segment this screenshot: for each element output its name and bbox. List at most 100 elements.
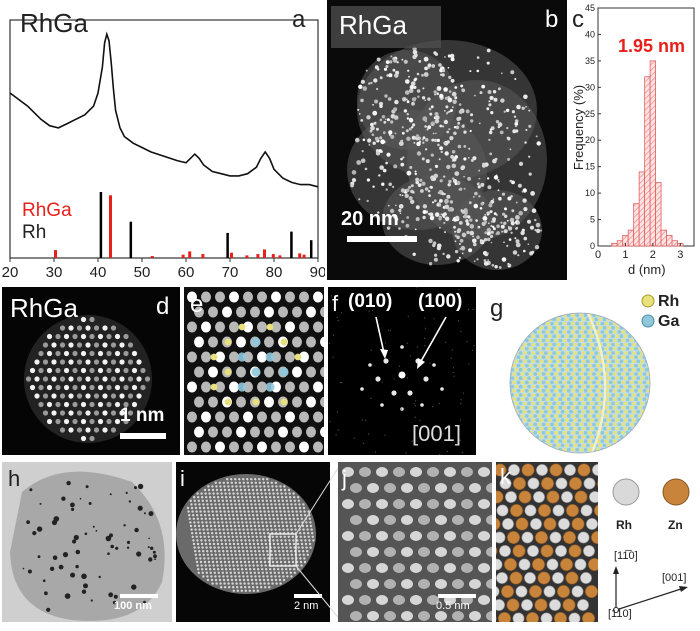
hist-bar-1 <box>616 240 624 247</box>
zoom-lattice-image <box>342 467 492 621</box>
histogram-ylabel: Frequency (%) <box>571 84 587 171</box>
panel-i-haadf: i 2 nm <box>176 462 330 622</box>
zn-atom-swatch <box>662 478 690 506</box>
model-legend-rh: Rh <box>658 293 680 310</box>
panel-c-letter: c <box>572 6 584 33</box>
panel-d-haadf: RhGa d 1 nm <box>2 287 180 455</box>
hist-bar-9 <box>660 229 667 247</box>
model-rh-swatch <box>641 294 655 308</box>
panel-b-scale-label: 20 nm <box>341 208 399 230</box>
legend-zn-label: Zn <box>668 518 683 532</box>
direction-110: [110] <box>608 608 632 620</box>
panel-h-letter: h <box>8 466 21 491</box>
panel-a-letter: a <box>292 6 306 33</box>
panel-c-histogram: 0 5 10 15 20 25 30 35 40 45 0 1 2 3 c 1.95 nm Frequen… <box>568 0 700 280</box>
panel-i-letter: i <box>180 466 185 491</box>
stem-particles-image <box>347 40 547 270</box>
panel-i-scale-label: 2 nm <box>294 600 319 612</box>
model-legend-ga: Ga <box>658 313 680 330</box>
axis-arrow-right <box>615 587 685 611</box>
hist-bar-8 <box>655 182 662 247</box>
legend-rh: Rh <box>22 222 47 243</box>
crystal-structure-model <box>496 463 598 622</box>
hist-xtick-label-2: 2 <box>650 249 656 261</box>
panel-e-atomic-resolution: e <box>184 287 324 455</box>
panel-j-zoom: j 0.5 nm <box>338 462 492 622</box>
xrd-tick-label-80: 80 <box>266 264 283 280</box>
hist-xtick-label-1: 1 <box>622 249 628 261</box>
fft-zone-axis: [001] <box>412 421 461 446</box>
hist-ytick-label-15: 15 <box>585 162 595 172</box>
legend-rh-label: Rh <box>616 518 632 532</box>
hist-bar-11 <box>671 240 678 247</box>
panel-a-title: RhGa <box>20 8 88 38</box>
particle-cluster <box>347 40 547 270</box>
tem-sheet <box>10 471 165 621</box>
hist-xtick-label-3: 3 <box>677 249 683 261</box>
histogram-xlabel: d (nm) <box>628 262 666 277</box>
panel-j-letter: j <box>342 466 347 491</box>
xrd-tick-label-20: 20 <box>2 264 19 280</box>
hist-bar-10 <box>666 235 673 247</box>
rh-atom-swatch <box>612 478 640 506</box>
panel-h-tem: h 100 nm <box>2 462 172 622</box>
hist-xtick-label-0: 0 <box>595 249 601 261</box>
lattice-dots <box>24 315 152 443</box>
zoom-region-box <box>269 533 297 567</box>
axis-origin <box>613 607 619 613</box>
sphere-atoms <box>510 313 650 453</box>
haadf-sheet-image <box>176 474 316 594</box>
fft-spot-010: (010) <box>348 291 393 312</box>
fft-arrow-010 <box>375 316 385 354</box>
xrd-chart: 20 30 40 50 60 70 80 90 <box>2 19 325 280</box>
model-ga-swatch <box>641 314 655 328</box>
panel-a-xrd: 20 30 40 50 60 70 80 90 RhGa a RhGa Rh <box>0 0 325 280</box>
panel-k-legend: Rh Zn [11̅0] [001] [110] <box>600 462 700 622</box>
fft-pattern <box>329 287 475 455</box>
hist-bar-5 <box>638 171 646 247</box>
panel-f-letter: f <box>332 291 339 316</box>
tem-sheet-image <box>10 471 165 621</box>
fft-spot-100: (100) <box>418 291 463 312</box>
hist-bar-7 <box>649 60 657 247</box>
panel-d-letter: d <box>156 293 170 320</box>
size-histogram: 0 5 10 15 20 25 30 35 40 45 0 1 2 3 <box>585 3 695 261</box>
hist-ytick-label-30: 30 <box>585 82 595 92</box>
xrd-plot-frame <box>9 19 319 259</box>
hist-ytick-label-25: 25 <box>585 109 595 119</box>
fft-arrow-100 <box>419 316 447 364</box>
panel-f-fft: f (010) (100) [001] <box>328 287 476 455</box>
panel-b-stem-image: RhGa b 20 nm <box>327 0 567 280</box>
xrd-tick-label-50: 50 <box>134 264 151 280</box>
panel-k-letter: k <box>500 464 511 489</box>
panel-b-title-box <box>331 6 441 48</box>
panel-b-title: RhGa <box>339 10 407 40</box>
panel-b-scale-bar <box>347 236 417 242</box>
hist-ytick-label-40: 40 <box>585 29 595 39</box>
hist-bar-0 <box>611 242 618 247</box>
hist-ytick-label-10: 10 <box>585 188 595 198</box>
panel-h-scale-bar <box>120 594 158 598</box>
atom-legend <box>612 478 690 613</box>
hist-ytick-label-35: 35 <box>585 56 595 66</box>
xrd-tick-label-60: 60 <box>178 264 195 280</box>
fft-spots <box>329 287 475 455</box>
xrd-tick-label-30: 30 <box>46 264 63 280</box>
hist-ytick-label-45: 45 <box>585 3 595 13</box>
xrd-series-line <box>9 31 319 188</box>
panel-j-scale-label: 0.5 nm <box>436 600 470 612</box>
panel-d-scale-label: 1 nm <box>120 405 165 426</box>
tem-particles <box>22 480 157 612</box>
panel-d-scale-bar <box>120 433 166 439</box>
structure-atoms <box>496 463 598 622</box>
sphere-outline <box>509 312 651 454</box>
particle-model <box>509 294 655 454</box>
direction-110bar: [11̅0] <box>614 550 638 562</box>
atomic-lattice-image <box>187 291 324 453</box>
xrd-tick-label-90: 90 <box>310 264 325 280</box>
direction-001: [001] <box>662 572 687 584</box>
hist-bar-6 <box>644 76 651 247</box>
hist-ytick-label-5: 5 <box>590 215 595 225</box>
panel-h-scale-label: 100 nm <box>114 600 152 612</box>
panel-k-structure: k <box>496 462 598 622</box>
